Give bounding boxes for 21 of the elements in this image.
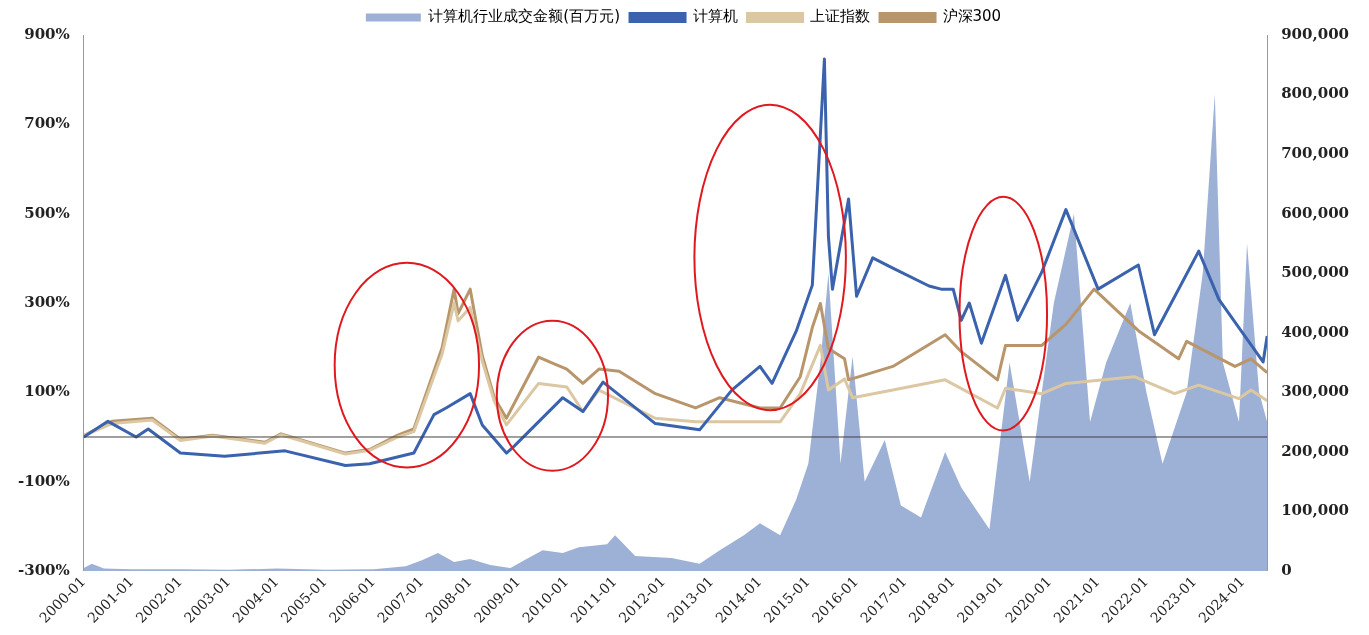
y-tick-label: 700% bbox=[24, 114, 70, 133]
y-tick-label: -300% bbox=[17, 560, 70, 579]
y-tick-label: 300% bbox=[24, 292, 70, 311]
y2-tick-label: 900,000 bbox=[1281, 24, 1350, 43]
legend-label: 计算机行业成交金额(百万元) bbox=[428, 7, 621, 26]
legend-label: 上证指数 bbox=[810, 7, 871, 26]
y2-tick-label: 200,000 bbox=[1281, 441, 1350, 460]
y-tick-label: 500% bbox=[24, 203, 70, 222]
y2-tick-label: 700,000 bbox=[1281, 144, 1350, 162]
y-tick-label: 100% bbox=[24, 382, 70, 401]
y2-tick-label: 100,000 bbox=[1281, 501, 1350, 520]
legend-label: 计算机 bbox=[692, 7, 738, 26]
y-tick-label: 900% bbox=[24, 24, 70, 43]
y2-tick-label: 0 bbox=[1281, 560, 1292, 579]
y2-tick-label: 600,000 bbox=[1281, 203, 1350, 222]
y2-tick-label: 800,000 bbox=[1281, 84, 1350, 103]
y-tick-label: -100% bbox=[17, 471, 70, 490]
legend-label: 沪深300 bbox=[942, 7, 1002, 26]
y2-tick-label: 300,000 bbox=[1281, 382, 1350, 401]
y2-tick-label: 500,000 bbox=[1281, 263, 1350, 282]
y2-tick-label: 400,000 bbox=[1281, 322, 1350, 341]
